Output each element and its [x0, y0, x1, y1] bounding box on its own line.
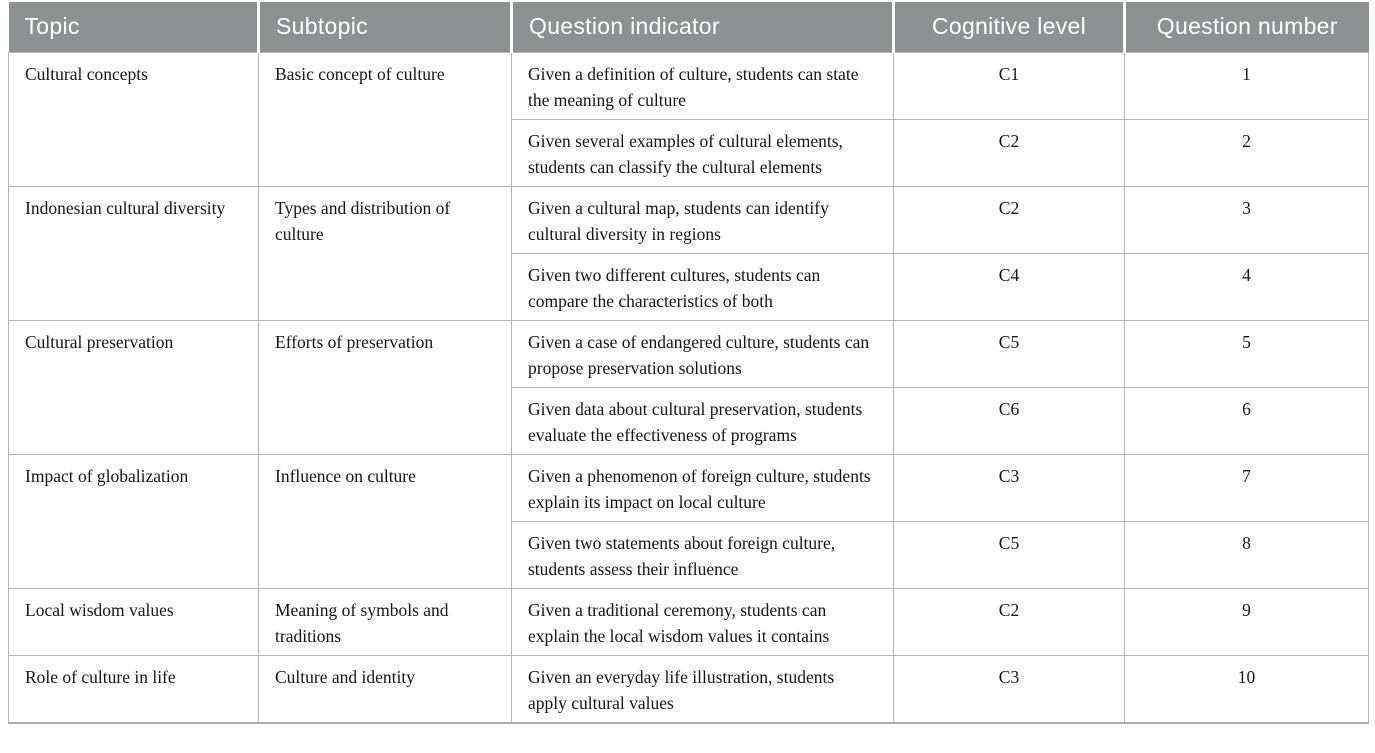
cognitive-level-cell: C3 [893, 654, 1125, 723]
topic-cell: Local wisdom values [8, 587, 259, 656]
assessment-table-container: Topic Subtopic Question indicator Cognit… [8, 2, 1369, 724]
question-number-cell: 8 [1124, 520, 1369, 589]
subtopic-cell: Efforts of preservation [258, 319, 512, 455]
table-row: Given several examples of cultural eleme… [9, 118, 1369, 187]
header-question-indicator: Question indicator [510, 2, 894, 52]
cognitive-level-cell: C1 [893, 51, 1125, 120]
question-number-cell: 5 [1124, 319, 1369, 388]
cognitive-level-cell: C2 [893, 118, 1125, 187]
table-header-row: Topic Subtopic Question indicator Cognit… [8, 2, 1369, 52]
question-number-cell: 6 [1124, 386, 1369, 455]
question-number-cell: 7 [1124, 453, 1369, 522]
header-cognitive-level: Cognitive level [892, 2, 1125, 52]
table-row: Role of culture in life Culture and ident… [8, 654, 1369, 723]
cognitive-level-cell: C4 [893, 252, 1125, 321]
indicator-cell: Given a cultural map, students can ident… [511, 185, 894, 254]
subtopic-cell: Basic concept of culture [258, 51, 512, 187]
indicator-cell: Given two statements about foreign cultu… [511, 520, 894, 589]
assessment-blueprint-table: Topic Subtopic Question indicator Cognit… [8, 2, 1369, 724]
table-row: Given data about cultural preservation, … [9, 386, 1369, 455]
topic-cell: Indonesian cultural diversity [8, 185, 259, 321]
subtopic-cell: Influence on culture [258, 453, 512, 589]
table-row: Impact of globalization Influence on cult… [8, 453, 1369, 589]
question-number-cell: 2 [1124, 118, 1369, 187]
header-question-number: Question number [1123, 2, 1369, 52]
indicator-cell: Given data about cultural preservation, … [511, 386, 894, 455]
table-row: Cultural concepts Basic concept of cultur… [8, 51, 1369, 187]
indicator-cell: Given a case of endangered culture, stud… [511, 319, 894, 388]
cognitive-level-cell: C5 [893, 319, 1125, 388]
cognitive-level-cell: C3 [893, 453, 1125, 522]
topic-cell: Cultural concepts [8, 51, 259, 187]
question-number-cell: 10 [1124, 654, 1369, 723]
table-row: Local wisdom values Meaning of symbols an… [8, 587, 1369, 656]
indicator-cell: Given a definition of culture, students … [511, 51, 894, 120]
header-subtopic: Subtopic [257, 2, 512, 52]
subtopic-cell: Culture and identity [258, 654, 512, 723]
indicator-cell: Given several examples of cultural eleme… [511, 118, 894, 187]
question-number-cell: 4 [1124, 252, 1369, 321]
indicator-cell: Given two different cultures, students c… [511, 252, 894, 321]
indicator-cell: Given a traditional ceremony, students c… [511, 587, 894, 656]
table-body: Cultural concepts Basic concept of cultur… [8, 51, 1369, 723]
header-topic: Topic [8, 2, 259, 52]
indicator-cell: Given an everyday life illustration, stu… [511, 654, 894, 723]
question-number-cell: 9 [1124, 587, 1369, 656]
cognitive-level-cell: C5 [893, 520, 1125, 589]
question-number-cell: 1 [1124, 51, 1369, 120]
subtopic-cell: Meaning of symbols and traditions [258, 587, 512, 656]
table-row: Indonesian cultural diversity Types and d… [8, 185, 1369, 321]
subtopic-cell: Types and distribution of culture [258, 185, 512, 321]
question-number-cell: 3 [1124, 185, 1369, 254]
topic-cell: Impact of globalization [8, 453, 259, 589]
topic-cell: Cultural preservation [8, 319, 259, 455]
cognitive-level-cell: C2 [893, 587, 1125, 656]
cognitive-level-cell: C6 [893, 386, 1125, 455]
table-row: Given two different cultures, students c… [9, 252, 1369, 321]
topic-cell: Role of culture in life [8, 654, 259, 723]
table-row: Given two statements about foreign cultu… [9, 520, 1369, 589]
indicator-cell: Given a phenomenon of foreign culture, s… [511, 453, 894, 522]
cognitive-level-cell: C2 [893, 185, 1125, 254]
table-row: Cultural preservation Efforts of preserva… [8, 319, 1369, 455]
